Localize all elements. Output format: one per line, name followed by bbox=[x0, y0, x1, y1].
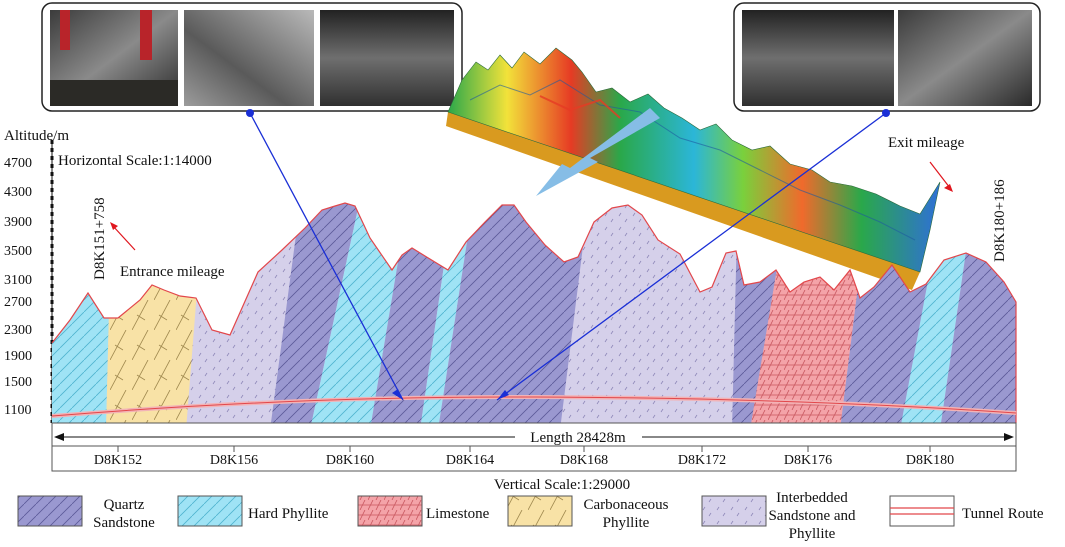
legend-quartz-sandstone: Quartz Sandstone bbox=[17, 495, 155, 531]
tick-1100: 1100 bbox=[4, 403, 31, 418]
station-d8k180: D8K180 bbox=[906, 453, 954, 468]
photo-tunnel-face bbox=[320, 10, 454, 106]
entrance-mileage: D8K151+758 Entrance mileage bbox=[92, 197, 225, 280]
legend-limestone: Limestone bbox=[357, 495, 490, 527]
tick-2300: 2300 bbox=[4, 323, 32, 338]
legend-carbonaceous-phyllite: Carbonaceous Phyllite bbox=[507, 495, 669, 531]
terrain-3d-model bbox=[446, 47, 941, 290]
station-d8k176: D8K176 bbox=[784, 453, 832, 468]
svg-text:Carbonaceous: Carbonaceous bbox=[584, 497, 669, 513]
svg-text:Sandstone: Sandstone bbox=[93, 515, 155, 531]
tick-2700: 2700 bbox=[4, 295, 32, 310]
tunnel-route-centerline bbox=[51, 396, 1017, 417]
legend: Quartz Sandstone Hard Phyllite Limestone… bbox=[17, 490, 1044, 542]
light-blue-arrow bbox=[536, 108, 660, 196]
photo-tunnel-exit bbox=[898, 10, 1032, 106]
tick-1900: 1900 bbox=[4, 349, 32, 364]
svg-text:Hard Phyllite: Hard Phyllite bbox=[248, 506, 329, 522]
exit-mileage-label: Exit mileage bbox=[888, 135, 965, 151]
svg-text:Phyllite: Phyllite bbox=[789, 526, 836, 542]
station-d8k164: D8K164 bbox=[446, 453, 494, 468]
svg-text:Phyllite: Phyllite bbox=[603, 515, 650, 531]
station-d8k160: D8K160 bbox=[326, 453, 374, 468]
svg-text:Tunnel Route: Tunnel Route bbox=[962, 506, 1044, 522]
tick-4700: 4700 bbox=[4, 156, 32, 171]
legend-interbedded: Interbedded Sandstone and Phyllite bbox=[701, 490, 856, 542]
svg-text:Sandstone and: Sandstone and bbox=[768, 508, 856, 524]
length-axis: Length 28428m D8K152 D8K156 D8K160 D8K16… bbox=[51, 422, 1017, 472]
exit-mileage: Exit mileage D8K180+186 bbox=[888, 135, 1008, 262]
entrance-mileage-label: Entrance mileage bbox=[120, 264, 225, 280]
vertical-scale: Vertical Scale:1:29000 bbox=[494, 477, 630, 493]
surface-profile-line bbox=[51, 202, 1017, 423]
photo-connectors bbox=[246, 109, 890, 401]
exit-mileage-value: D8K180+186 bbox=[992, 179, 1008, 262]
tick-3500: 3500 bbox=[4, 244, 32, 259]
photo-collapsed-rock bbox=[184, 10, 314, 106]
length-label: Length 28428m bbox=[530, 430, 626, 446]
axis-title: Altitude/m bbox=[4, 128, 69, 144]
station-d8k168: D8K168 bbox=[560, 453, 608, 468]
station-d8k172: D8K172 bbox=[678, 453, 726, 468]
tick-3100: 3100 bbox=[4, 273, 32, 288]
tick-4300: 4300 bbox=[4, 185, 32, 200]
svg-text:Limestone: Limestone bbox=[426, 506, 490, 522]
tick-1500: 1500 bbox=[4, 375, 32, 390]
construction-photos-entrance bbox=[41, 2, 463, 112]
horizontal-scale: Horizontal Scale:1:14000 bbox=[58, 153, 212, 169]
construction-photos-exit bbox=[733, 2, 1041, 112]
layer-quartz-1 bbox=[270, 203, 362, 423]
tick-3900: 3900 bbox=[4, 215, 32, 230]
legend-hard-phyllite: Hard Phyllite bbox=[177, 495, 329, 527]
station-d8k156: D8K156 bbox=[210, 453, 258, 468]
station-d8k152: D8K152 bbox=[94, 453, 142, 468]
svg-text:Quartz: Quartz bbox=[104, 497, 145, 513]
svg-text:Interbedded: Interbedded bbox=[776, 490, 848, 506]
entrance-mileage-value: D8K151+758 bbox=[92, 197, 108, 280]
legend-tunnel-route: Tunnel Route bbox=[889, 495, 1044, 527]
photo-rock-wall bbox=[742, 10, 894, 106]
